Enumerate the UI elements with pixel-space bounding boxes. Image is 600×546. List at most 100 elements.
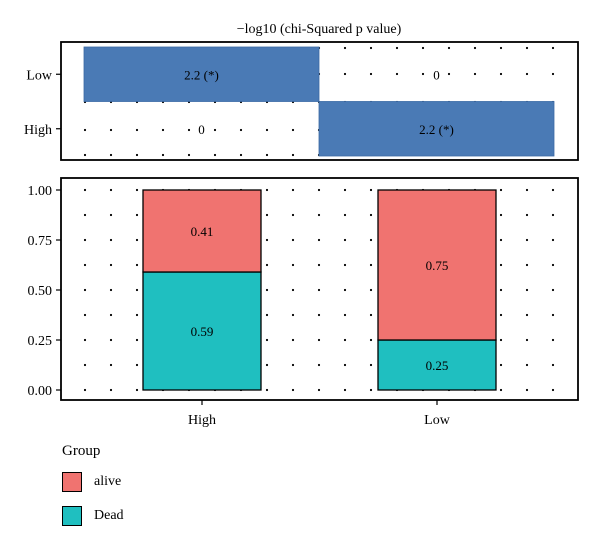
heatmap-cells: 2.2 (*) 0 0 2.2 (*) xyxy=(83,46,555,157)
heatmap-row-labels: Low High xyxy=(24,68,61,138)
grid-dot xyxy=(317,338,321,342)
grid-dot xyxy=(265,388,269,392)
grid-dot xyxy=(369,213,373,217)
heatmap-cell-label: 2.2 (*) xyxy=(419,122,454,137)
grid-dot xyxy=(265,188,269,192)
grid-dot xyxy=(239,128,243,132)
heatmap-cell-label: 2.2 (*) xyxy=(184,67,219,82)
grid-dot xyxy=(109,388,113,392)
legend-title: Group xyxy=(62,443,101,459)
grid-dot xyxy=(265,263,269,267)
grid-dot xyxy=(265,363,269,367)
grid-dot xyxy=(551,46,555,50)
grid-dot xyxy=(551,188,555,192)
grid-dot xyxy=(135,238,139,242)
grid-dot xyxy=(291,363,295,367)
grid-dot xyxy=(525,363,529,367)
grid-dot xyxy=(343,288,347,292)
grid-dot xyxy=(551,213,555,217)
grid-dot xyxy=(473,46,477,50)
grid-dot xyxy=(551,263,555,267)
bar-value-label: 0.41 xyxy=(191,224,214,239)
grid-dot xyxy=(499,338,503,342)
grid-dot xyxy=(161,153,165,157)
legend: Group alive Dead xyxy=(62,443,124,538)
grid-dot xyxy=(369,46,373,50)
heatmap-cell-label: 0 xyxy=(433,67,440,82)
grid-dot xyxy=(109,213,113,217)
grid-dot xyxy=(499,363,503,367)
grid-dot xyxy=(109,263,113,267)
grid-dot xyxy=(499,46,503,50)
heatmap-cell-label: 0 xyxy=(198,122,205,137)
legend-label-dead: Dead xyxy=(94,508,124,523)
grid-dot xyxy=(135,128,139,132)
grid-dot xyxy=(317,238,321,242)
grid-dot xyxy=(421,46,425,50)
grid-dot xyxy=(291,238,295,242)
bar-segment-alive xyxy=(142,189,262,273)
grid-dot xyxy=(83,388,87,392)
grid-dot xyxy=(525,263,529,267)
grid-dot xyxy=(265,213,269,217)
grid-dot xyxy=(317,313,321,317)
grid-dot xyxy=(291,188,295,192)
grid-dot xyxy=(135,313,139,317)
grid-dot xyxy=(421,72,425,76)
bar-value-label: 0.59 xyxy=(191,324,214,339)
grid-dot xyxy=(447,46,451,50)
grid-dot xyxy=(551,313,555,317)
grid-dot xyxy=(499,263,503,267)
grid-dot xyxy=(161,128,165,132)
grid-dot xyxy=(187,153,191,157)
grid-dot xyxy=(83,263,87,267)
grid-dot xyxy=(291,263,295,267)
y-tick-label: 0.50 xyxy=(28,284,53,299)
grid-dot xyxy=(291,153,295,157)
bar-frame xyxy=(60,177,579,401)
grid-dot xyxy=(473,72,477,76)
bar-value-label: 0.25 xyxy=(426,358,449,373)
grid-dot xyxy=(291,288,295,292)
grid-dot xyxy=(369,188,373,192)
grid-dot xyxy=(265,338,269,342)
grid-dot xyxy=(109,188,113,192)
grid-dot xyxy=(525,338,529,342)
grid-dot xyxy=(369,263,373,267)
grid-dot xyxy=(109,313,113,317)
grid-dot xyxy=(525,313,529,317)
heatmap-cell xyxy=(318,101,555,157)
grid-dot xyxy=(525,188,529,192)
legend-swatch-alive xyxy=(62,472,82,492)
grid-dot xyxy=(317,388,321,392)
grid-dot xyxy=(135,338,139,342)
grid-dot xyxy=(551,72,555,76)
grid-dot xyxy=(317,288,321,292)
legend-label-alive: alive xyxy=(94,474,122,489)
grid-dot xyxy=(525,238,529,242)
heatmap-frame xyxy=(60,41,579,161)
y-tick-label: 0.00 xyxy=(28,384,53,399)
y-axis: 0.00 0.25 0.50 0.75 1.00 xyxy=(28,184,61,399)
legend-swatch-dead xyxy=(62,506,82,526)
y-tick-label: 1.00 xyxy=(28,184,53,199)
bar-value-label: 0.75 xyxy=(426,258,449,273)
grid-dot xyxy=(265,288,269,292)
x-axis: High Low xyxy=(188,400,451,428)
grid-dot xyxy=(343,388,347,392)
grid-dot xyxy=(551,338,555,342)
grid-dot xyxy=(499,388,503,392)
grid-dot xyxy=(265,313,269,317)
grid-dot xyxy=(109,338,113,342)
legend-item-alive: alive xyxy=(62,470,124,494)
grid-dot xyxy=(109,363,113,367)
grid-dot xyxy=(135,288,139,292)
grid-dot xyxy=(343,338,347,342)
grid-dot xyxy=(343,213,347,217)
grid-dot xyxy=(499,213,503,217)
grid-dot xyxy=(343,188,347,192)
grid-dot xyxy=(343,46,347,50)
grid-dot xyxy=(291,128,295,132)
bar-marks: 0.59 0.41 0.25 0.75 xyxy=(142,189,497,391)
